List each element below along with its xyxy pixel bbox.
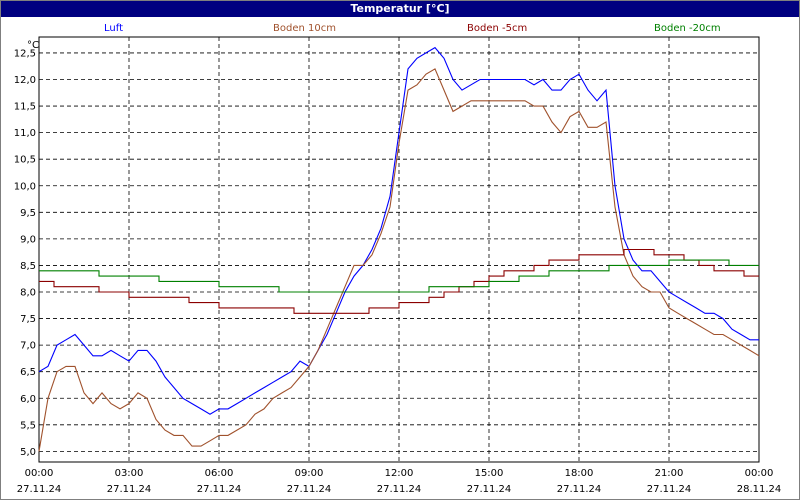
legend-boden-10cm: Boden 10cm: [273, 23, 336, 34]
y-tick-label: 5,0: [20, 447, 36, 458]
x-tick-date: 27.11.24: [197, 484, 242, 495]
series-luft-line: [38, 46, 759, 415]
x-tick-date: 27.11.24: [647, 484, 692, 495]
legend-boden-5cm: Boden -5cm: [467, 23, 528, 34]
y-tick-label: 12,0: [14, 75, 36, 86]
y-tick-label: 8,5: [20, 261, 36, 272]
x-tick-date: 27.11.24: [17, 484, 62, 495]
x-tick-time: 12:00: [385, 468, 414, 479]
window-title: Temperatur [°C]: [1, 1, 799, 17]
legend-boden-20cm: Boden -20cm: [654, 23, 721, 34]
series-boden-5cm-line: [39, 248, 759, 314]
x-tick-time: 00:00: [745, 468, 774, 479]
x-tick-date: 28.11.24: [737, 484, 782, 495]
y-tick-label: 7,5: [20, 314, 36, 325]
y-tick-label: 9,5: [20, 208, 36, 219]
y-tick-label: 11,5: [14, 102, 36, 113]
x-tick-time: 15:00: [475, 468, 504, 479]
x-tick-date: 27.11.24: [107, 484, 152, 495]
x-tick-date: 27.11.24: [287, 484, 332, 495]
x-tick-time: 00:00: [25, 468, 54, 479]
x-tick-time: 21:00: [655, 468, 684, 479]
y-tick-label: 9,0: [20, 234, 36, 245]
y-tick-label: 6,0: [20, 394, 36, 405]
y-tick-label: 6,5: [20, 367, 36, 378]
y-axis-unit: °C: [27, 40, 39, 51]
legend-luft: Luft: [104, 23, 123, 34]
x-tick-time: 18:00: [565, 468, 594, 479]
y-tick-label: 10,0: [14, 181, 36, 192]
series-boden-10cm-line: [38, 68, 760, 452]
x-tick-time: 09:00: [295, 468, 324, 479]
x-tick-date: 27.11.24: [377, 484, 422, 495]
x-tick-date: 27.11.24: [557, 484, 602, 495]
x-tick-time: 06:00: [205, 468, 234, 479]
y-tick-label: 12,5: [14, 48, 36, 59]
y-tick-label: 11,0: [14, 128, 36, 139]
series-boden-20cm-line: [39, 259, 759, 293]
y-tick-label: 7,0: [20, 341, 36, 352]
y-tick-label: 10,5: [14, 155, 36, 166]
y-tick-label: 5,5: [20, 420, 36, 431]
y-tick-label: 8,0: [20, 288, 36, 299]
x-tick-time: 03:00: [115, 468, 144, 479]
x-tick-date: 27.11.24: [467, 484, 512, 495]
